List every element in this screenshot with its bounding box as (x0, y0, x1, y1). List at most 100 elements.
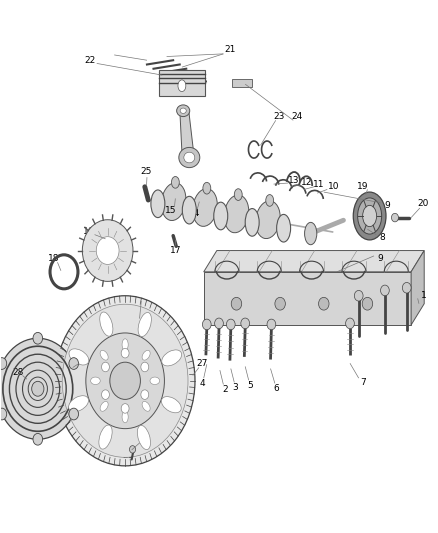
Ellipse shape (234, 189, 242, 200)
Text: 21: 21 (224, 45, 236, 54)
Text: 15: 15 (165, 206, 177, 215)
Circle shape (392, 213, 399, 222)
Ellipse shape (245, 208, 259, 236)
Circle shape (231, 297, 242, 310)
Ellipse shape (69, 395, 88, 411)
Circle shape (33, 433, 42, 445)
Text: 14: 14 (189, 209, 201, 218)
Text: 3: 3 (233, 383, 238, 392)
Text: 16: 16 (83, 228, 95, 237)
Ellipse shape (138, 312, 152, 336)
Bar (232, 79, 252, 87)
Text: 29: 29 (123, 451, 134, 460)
Text: 26: 26 (63, 367, 74, 376)
Circle shape (55, 296, 195, 466)
Ellipse shape (357, 198, 381, 234)
Text: 2: 2 (223, 385, 228, 394)
Ellipse shape (214, 202, 228, 230)
Ellipse shape (122, 339, 128, 351)
Ellipse shape (180, 108, 186, 114)
Text: 22: 22 (85, 56, 96, 64)
Circle shape (141, 362, 149, 372)
Circle shape (33, 333, 42, 344)
Text: 7: 7 (360, 378, 366, 387)
Circle shape (215, 318, 223, 329)
Circle shape (226, 319, 235, 330)
Text: 4: 4 (200, 379, 205, 388)
Circle shape (62, 304, 188, 457)
Text: 9: 9 (378, 254, 383, 263)
Circle shape (381, 285, 389, 296)
Circle shape (202, 319, 211, 330)
Circle shape (69, 408, 78, 420)
Ellipse shape (224, 195, 249, 233)
Circle shape (354, 290, 363, 301)
Ellipse shape (178, 80, 186, 92)
Circle shape (86, 333, 164, 429)
Ellipse shape (256, 201, 280, 239)
Text: 18: 18 (48, 254, 60, 263)
Ellipse shape (277, 214, 290, 242)
Text: 12: 12 (300, 178, 312, 187)
Ellipse shape (203, 182, 211, 194)
Circle shape (275, 297, 286, 310)
Ellipse shape (184, 152, 195, 163)
Circle shape (0, 408, 7, 420)
Circle shape (102, 390, 110, 399)
Text: 5: 5 (247, 381, 253, 390)
Ellipse shape (100, 350, 108, 360)
Ellipse shape (122, 411, 128, 423)
Text: 19: 19 (357, 182, 369, 191)
Text: 1: 1 (421, 291, 427, 300)
Text: 30: 30 (131, 319, 143, 328)
Text: 28: 28 (12, 368, 24, 377)
Ellipse shape (162, 397, 181, 413)
Text: 25: 25 (140, 167, 152, 176)
Polygon shape (204, 251, 424, 272)
Text: 24: 24 (291, 112, 302, 121)
Circle shape (96, 237, 119, 264)
Text: 17: 17 (170, 246, 181, 255)
Ellipse shape (182, 196, 196, 224)
Ellipse shape (266, 195, 274, 206)
Polygon shape (411, 251, 424, 325)
Circle shape (32, 381, 44, 396)
Ellipse shape (363, 205, 377, 227)
Ellipse shape (179, 148, 200, 167)
Circle shape (0, 358, 7, 369)
FancyBboxPatch shape (159, 70, 205, 96)
Ellipse shape (193, 189, 217, 227)
Ellipse shape (138, 425, 151, 450)
Circle shape (121, 349, 129, 358)
Text: 10: 10 (328, 182, 339, 191)
Circle shape (0, 338, 79, 439)
Circle shape (346, 318, 354, 329)
Ellipse shape (100, 401, 108, 411)
Ellipse shape (150, 377, 159, 384)
Ellipse shape (353, 192, 386, 240)
Circle shape (403, 282, 411, 293)
Circle shape (318, 297, 329, 310)
Ellipse shape (142, 401, 150, 411)
Circle shape (102, 362, 110, 372)
Circle shape (69, 358, 78, 369)
Polygon shape (204, 272, 411, 325)
Text: 9: 9 (384, 201, 390, 210)
Circle shape (121, 403, 129, 413)
Ellipse shape (171, 176, 179, 188)
Circle shape (130, 446, 136, 453)
Circle shape (267, 319, 276, 330)
Ellipse shape (162, 350, 182, 366)
Text: 23: 23 (274, 112, 285, 121)
Text: 20: 20 (418, 199, 429, 208)
Ellipse shape (304, 222, 317, 245)
Text: 6: 6 (273, 384, 279, 393)
Circle shape (241, 318, 250, 329)
Ellipse shape (69, 349, 89, 365)
Text: 27: 27 (197, 359, 208, 368)
Text: 8: 8 (380, 233, 385, 242)
Text: 13: 13 (287, 176, 299, 185)
Ellipse shape (161, 183, 186, 221)
Ellipse shape (99, 425, 112, 449)
Ellipse shape (151, 190, 165, 217)
